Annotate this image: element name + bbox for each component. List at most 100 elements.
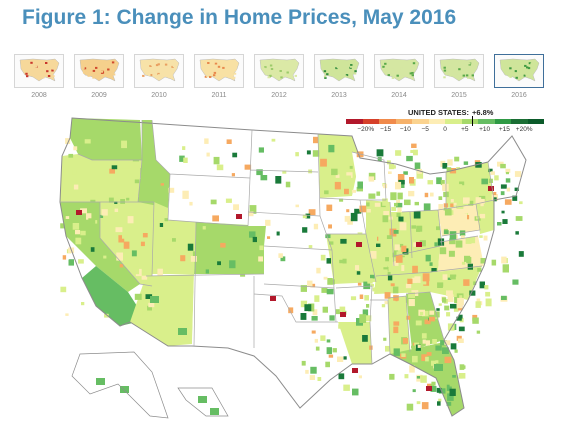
county-cell bbox=[182, 190, 189, 199]
thumbnail-county bbox=[87, 74, 90, 77]
county-cell bbox=[187, 243, 194, 251]
thumbnail-county bbox=[222, 66, 225, 69]
county-cell bbox=[388, 216, 393, 220]
county-cell bbox=[459, 295, 463, 299]
county-cell bbox=[423, 203, 431, 211]
county-cell bbox=[168, 187, 175, 193]
county-cell-gain bbox=[434, 364, 443, 371]
county-cell bbox=[406, 155, 413, 162]
legend-swatch bbox=[527, 119, 544, 124]
county-cell bbox=[217, 261, 221, 266]
thumbnail-county bbox=[515, 76, 518, 79]
county-cell bbox=[399, 243, 404, 248]
county-cell bbox=[432, 339, 437, 344]
thumbnail-2010[interactable] bbox=[134, 54, 184, 88]
county-cell bbox=[326, 288, 334, 295]
county-cell bbox=[447, 159, 453, 166]
county-cell bbox=[431, 360, 436, 366]
thumbnail-2016[interactable] bbox=[494, 54, 544, 88]
thumbnail-county bbox=[528, 62, 532, 65]
thumbnail-county bbox=[454, 66, 457, 69]
county-cell bbox=[393, 230, 399, 234]
county-cell bbox=[387, 275, 393, 281]
county-cell bbox=[295, 152, 299, 157]
borders-northeast bbox=[437, 161, 495, 237]
county-cell bbox=[381, 304, 386, 308]
county-cell bbox=[300, 285, 307, 292]
county-cell bbox=[131, 250, 137, 257]
region-mississippi bbox=[370, 300, 388, 360]
county-cell bbox=[160, 183, 164, 186]
county-cell-decline bbox=[236, 214, 242, 219]
thumbnail-2008[interactable] bbox=[14, 54, 64, 88]
county-cell bbox=[157, 268, 163, 276]
county-cell bbox=[137, 175, 141, 180]
county-cell bbox=[465, 237, 472, 244]
county-cell bbox=[258, 147, 264, 153]
thumbnail-county bbox=[158, 74, 161, 77]
thumbnail-county bbox=[503, 66, 507, 69]
thumbnail-county bbox=[291, 76, 294, 79]
legend-tick-label: +5 bbox=[461, 126, 469, 133]
thumbnail-2014[interactable] bbox=[374, 54, 424, 88]
thumbnail-2009[interactable] bbox=[74, 54, 124, 88]
thumbnail-county bbox=[234, 69, 237, 72]
thumbnail-2012[interactable] bbox=[254, 54, 304, 88]
county-cell bbox=[258, 256, 263, 262]
thumbnail-county bbox=[387, 71, 390, 74]
thumbnail-2015[interactable] bbox=[434, 54, 484, 88]
thumbnail-county bbox=[443, 66, 446, 69]
county-cell bbox=[469, 236, 476, 244]
thumbnail-2013[interactable] bbox=[314, 54, 364, 88]
thumbnail-county bbox=[349, 66, 352, 69]
county-cell bbox=[463, 197, 470, 204]
county-cell bbox=[119, 264, 124, 268]
county-cell bbox=[347, 218, 353, 225]
thumbnail-county bbox=[467, 70, 470, 73]
region-arizona bbox=[130, 274, 194, 346]
thumbnail-county bbox=[471, 74, 474, 77]
county-cell bbox=[434, 242, 438, 247]
county-cell bbox=[404, 264, 411, 272]
county-cell-gain bbox=[210, 408, 219, 415]
county-cell bbox=[455, 270, 462, 278]
county-cell bbox=[398, 179, 405, 185]
county-cell bbox=[447, 277, 452, 280]
county-cell bbox=[320, 158, 327, 167]
county-cell bbox=[467, 263, 473, 270]
thumbnail-county bbox=[270, 68, 274, 70]
county-cell bbox=[459, 181, 465, 186]
thumbnail-county bbox=[287, 61, 290, 64]
region-louisiana bbox=[338, 322, 372, 364]
county-cell bbox=[408, 190, 415, 197]
county-cell bbox=[328, 354, 334, 358]
region-idaho bbox=[138, 120, 170, 208]
thumbnail-county bbox=[524, 61, 527, 64]
county-cell bbox=[80, 230, 86, 236]
county-cell bbox=[339, 259, 343, 264]
legend-national-text: UNITED STATES: bbox=[408, 108, 469, 117]
thumbnail-map-2015 bbox=[439, 58, 480, 82]
county-cell bbox=[392, 261, 399, 266]
thumbnail-county bbox=[263, 61, 267, 64]
county-cell bbox=[368, 176, 375, 182]
county-cell bbox=[314, 295, 320, 302]
county-cell bbox=[340, 153, 345, 158]
thumbnail-county bbox=[111, 61, 115, 64]
county-cell bbox=[383, 228, 387, 232]
county-cell bbox=[395, 342, 401, 347]
county-cell bbox=[332, 348, 337, 353]
thumbnail-county bbox=[92, 76, 95, 79]
county-cell bbox=[376, 243, 381, 247]
county-cell bbox=[455, 246, 463, 255]
region-california-north bbox=[60, 202, 140, 292]
county-cell bbox=[411, 345, 415, 349]
thumbnail-2011[interactable] bbox=[194, 54, 244, 88]
county-cell bbox=[68, 259, 74, 266]
county-cell bbox=[140, 168, 145, 174]
county-cell bbox=[323, 276, 328, 280]
county-cell bbox=[394, 202, 398, 207]
county-cell bbox=[456, 316, 462, 321]
county-cell bbox=[305, 213, 311, 219]
county-cell bbox=[502, 219, 508, 224]
